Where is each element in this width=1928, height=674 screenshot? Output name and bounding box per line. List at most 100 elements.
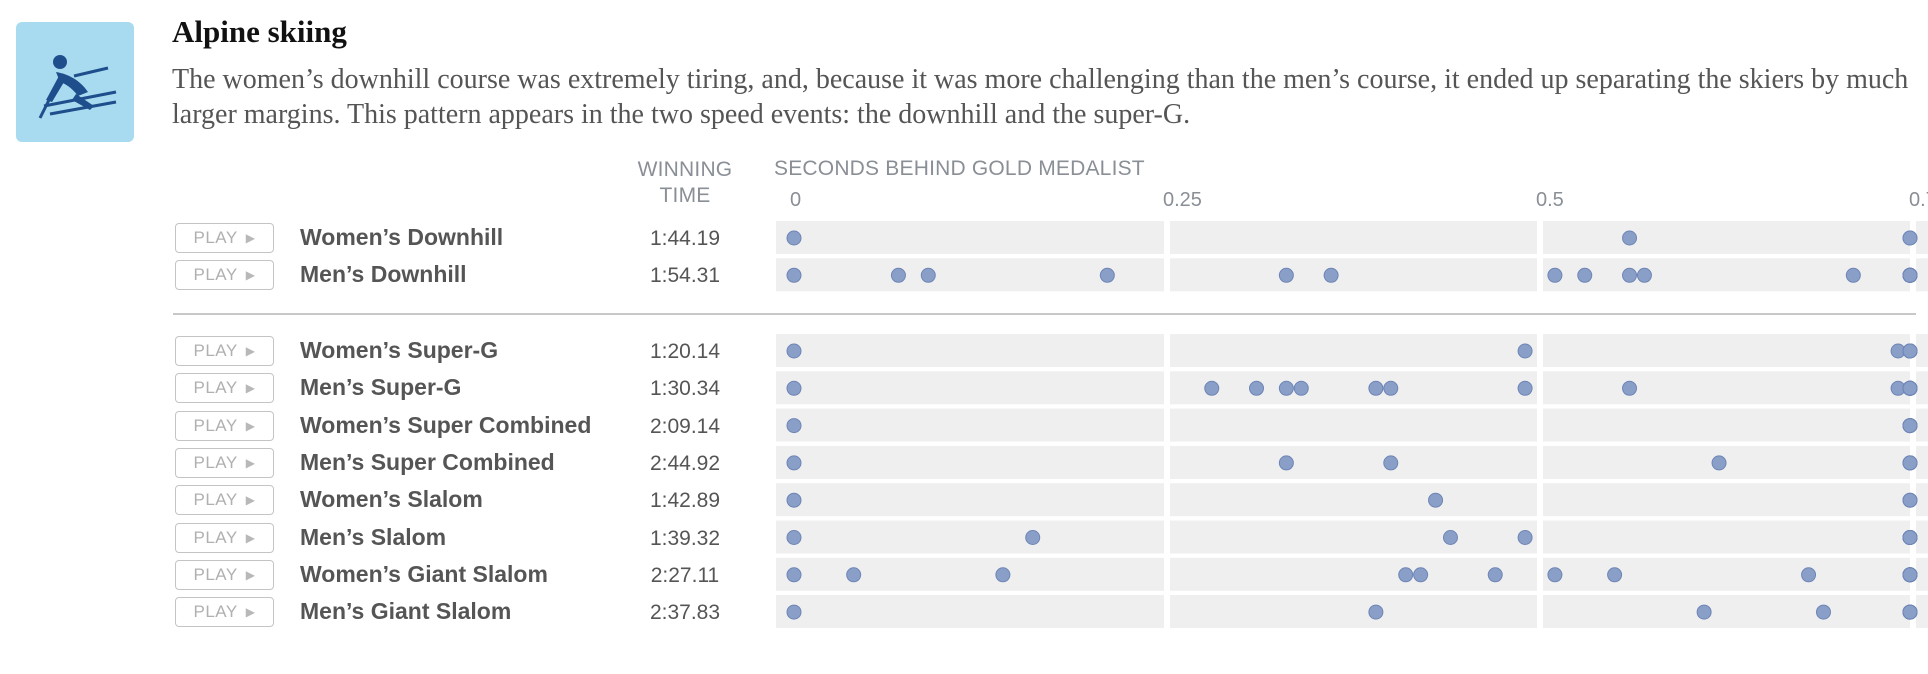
data-point (1428, 492, 1444, 508)
data-point (786, 567, 802, 583)
data-point (1902, 343, 1918, 359)
winning-time-header-line2: TIME (659, 184, 711, 207)
x-tick-label: 0 (790, 189, 801, 211)
play-triangle-icon: ▶ (245, 530, 256, 545)
data-point (786, 604, 802, 620)
data-point (846, 567, 862, 583)
play-button[interactable]: PLAY ▶ (175, 373, 274, 404)
row-band (776, 557, 1164, 591)
event-label: Men’s Downhill (300, 261, 467, 288)
winning-time: 2:44.92 (649, 451, 721, 475)
play-button[interactable]: PLAY ▶ (175, 447, 274, 478)
data-point (1278, 380, 1294, 396)
data-point (1711, 455, 1727, 471)
row-band (1170, 408, 1537, 442)
data-point (1278, 267, 1294, 283)
event-label: Men’s Super-G (300, 374, 462, 401)
data-point (1099, 267, 1115, 283)
row-band (1543, 408, 1910, 442)
play-button[interactable]: PLAY ▶ (175, 485, 274, 516)
event-label: Women’s Downhill (300, 224, 504, 250)
row-band (1916, 258, 1928, 292)
data-point (1622, 380, 1638, 396)
data-point (1249, 380, 1265, 396)
data-point (1517, 343, 1533, 359)
play-button-label: PLAY (193, 490, 238, 510)
row-band (1170, 334, 1537, 367)
play-button[interactable]: PLAY ▶ (175, 223, 274, 253)
play-button-label: PLAY (193, 452, 238, 472)
row-band (1170, 371, 1537, 405)
play-triangle-icon: ▶ (245, 344, 256, 358)
data-point (786, 380, 802, 396)
data-point (786, 530, 802, 545)
play-button-label: PLAY (193, 341, 238, 360)
play-button[interactable]: PLAY ▶ (175, 410, 274, 441)
play-triangle-icon: ▶ (245, 605, 256, 620)
data-point (1902, 567, 1918, 583)
winning-time: 1:39.32 (649, 526, 721, 550)
data-point (1293, 380, 1309, 396)
row-band (1543, 371, 1910, 405)
data-point (1815, 604, 1831, 620)
row-band (776, 371, 1164, 405)
play-triangle-icon: ▶ (245, 231, 256, 245)
winning-time: 1:20.14 (649, 340, 721, 363)
data-point (1517, 380, 1533, 396)
row-band (776, 408, 1164, 442)
event-label: Men’s Giant Slalom (300, 598, 512, 625)
data-point (1204, 380, 1220, 396)
play-button[interactable]: PLAY ▶ (175, 336, 274, 366)
play-button-label: PLAY (193, 378, 238, 398)
row-band (1170, 445, 1537, 479)
data-point (786, 418, 802, 434)
row-band (776, 221, 1164, 254)
data-point (1383, 380, 1399, 396)
section-description: The women’s downhill course was extremel… (172, 64, 1909, 130)
row-band (1543, 520, 1910, 554)
data-point (786, 455, 802, 471)
data-point (1622, 267, 1638, 283)
row-band (776, 334, 1164, 367)
row-band (776, 520, 1164, 554)
play-triangle-icon: ▶ (245, 493, 256, 508)
winning-time: 1:44.19 (649, 227, 721, 250)
winning-time: 1:30.34 (649, 377, 721, 401)
data-point (1607, 567, 1623, 583)
play-triangle-icon: ▶ (245, 418, 256, 433)
data-point (1902, 530, 1918, 545)
alpine-skier-icon (38, 55, 117, 119)
data-point (1902, 418, 1918, 434)
data-point (1902, 267, 1918, 283)
data-point (1577, 267, 1593, 283)
row-band (1916, 595, 1928, 629)
winning-time: 2:09.14 (649, 414, 721, 438)
data-point (1278, 455, 1294, 471)
play-button[interactable]: PLAY ▶ (175, 559, 274, 590)
winning-time: 2:37.83 (649, 601, 721, 625)
data-point (1902, 455, 1918, 471)
winning-time-header: WINNING TIME (620, 157, 750, 209)
row-band (1916, 221, 1928, 254)
row-band (1170, 221, 1537, 254)
play-button[interactable]: PLAY ▶ (175, 522, 274, 553)
play-button-label: PLAY (193, 415, 238, 435)
event-label: Men’s Slalom (300, 523, 447, 550)
data-point (1845, 267, 1861, 283)
data-point (1413, 567, 1429, 583)
row-band (1170, 258, 1537, 292)
play-triangle-icon: ▶ (245, 268, 256, 283)
play-button[interactable]: PLAY ▶ (175, 260, 274, 291)
data-point (1547, 267, 1563, 283)
winning-time-header-line1: WINNING (637, 158, 733, 181)
play-button[interactable]: PLAY ▶ (175, 597, 274, 628)
winning-time: 1:54.31 (649, 264, 721, 288)
row-band (1916, 371, 1928, 405)
row-band (1543, 483, 1910, 517)
data-point (1902, 380, 1918, 396)
data-point (1368, 380, 1384, 396)
event-label: Women’s Slalom (300, 486, 483, 513)
x-tick-label: 0.75 (1909, 189, 1928, 211)
play-triangle-icon: ▶ (245, 455, 256, 470)
